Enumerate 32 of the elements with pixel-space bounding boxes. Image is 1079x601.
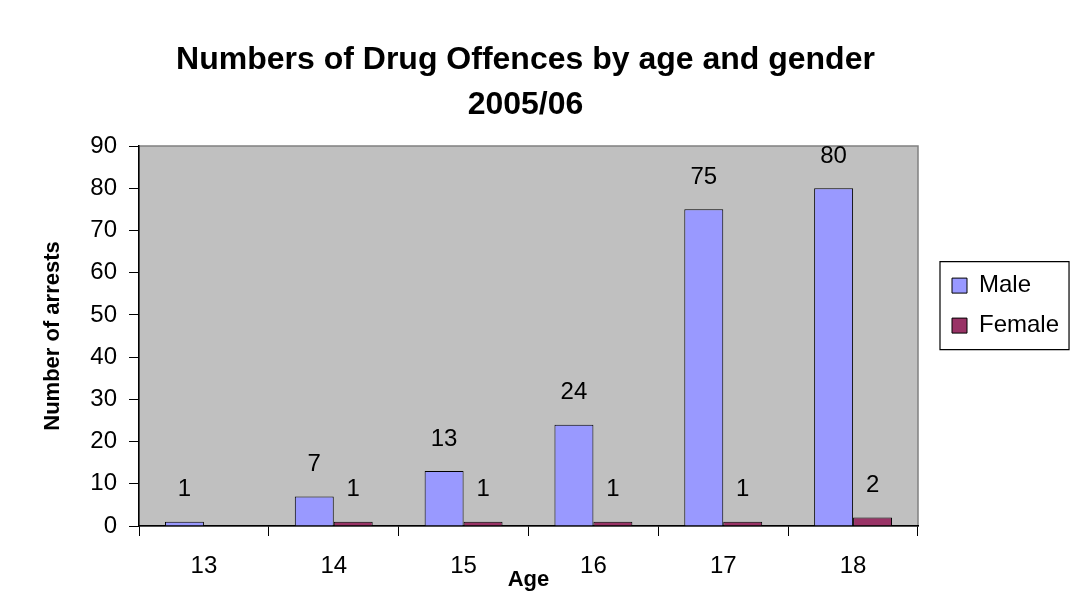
- y-tick-label: 20: [90, 426, 117, 454]
- legend-label: Female: [979, 310, 1060, 338]
- data-label: 7: [307, 449, 321, 477]
- x-tick-label: 18: [839, 551, 867, 579]
- x-tick-label: 16: [580, 551, 607, 579]
- y-tick-label: 90: [90, 130, 117, 158]
- y-tick-label: 80: [90, 172, 117, 200]
- data-label: 75: [690, 161, 718, 189]
- y-tick-label: 40: [90, 341, 117, 369]
- x-tick-label: 15: [450, 551, 477, 579]
- data-label: 2: [865, 470, 880, 498]
- y-tick-label: 30: [90, 383, 117, 411]
- y-tick-label: 70: [90, 215, 117, 243]
- x-tick-label: 13: [190, 551, 218, 579]
- y-tick-label: 50: [90, 299, 117, 327]
- y-tick-label: 60: [90, 257, 117, 285]
- legend-label: Male: [979, 270, 1032, 298]
- data-label: 1: [606, 474, 620, 502]
- y-tick-label: 0: [103, 510, 117, 538]
- y-tick-label: 10: [90, 468, 117, 496]
- data-label: 1: [177, 474, 192, 502]
- data-label: 24: [560, 377, 588, 405]
- x-axis-title: Age: [507, 566, 550, 592]
- x-tick-label: 14: [320, 551, 348, 579]
- y-axis-title: Number of arrests: [39, 241, 65, 431]
- data-label: 13: [430, 423, 458, 451]
- chart-title: Numbers of Drug Offences by age and gender 2005/06: [176, 40, 875, 122]
- data-label: 80: [820, 140, 847, 168]
- data-label: 1: [476, 474, 490, 502]
- data-label: 1: [736, 474, 750, 502]
- x-tick-label: 17: [709, 551, 737, 579]
- data-label: 1: [346, 474, 360, 502]
